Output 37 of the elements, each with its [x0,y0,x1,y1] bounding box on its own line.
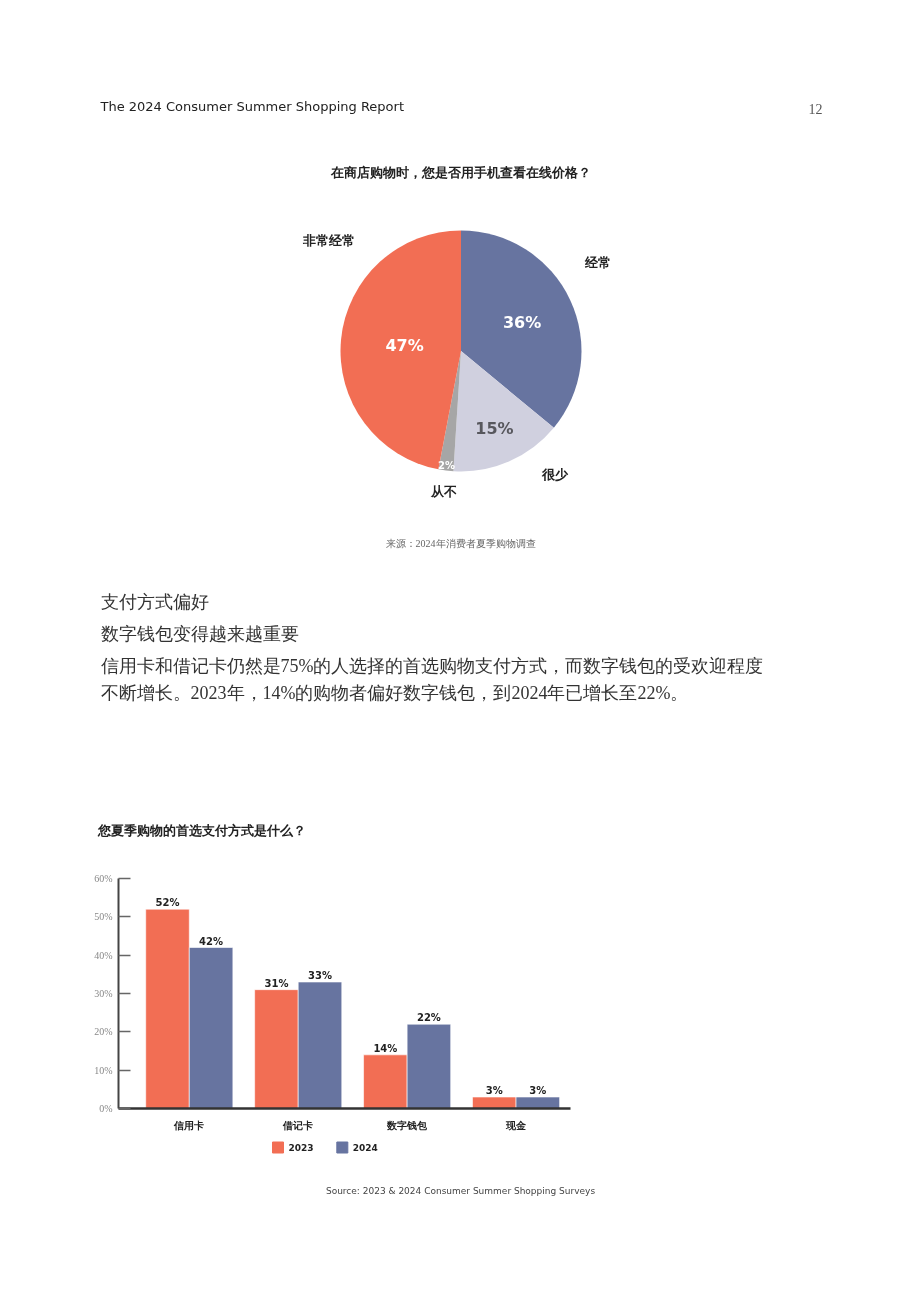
legend-label: 2023 [288,1143,314,1153]
data-label: 15% [475,418,514,438]
y-tick-label: 60% [94,873,113,884]
legend-label: 2024 [352,1143,378,1153]
text: 支付方式偏好 [100,591,209,612]
y-tick-label: 40% [94,949,113,961]
text: 信用卡和借记卡仍然是75%的人选择的首选购物支付方式，而数字钱包的受欢迎程度不断增长。2023年，14%的购物者偏好数字钱包，到2024年已增长至22%。 [100,655,764,703]
text: The 2024 Consumer Summer Shopping Report [99,99,405,114]
source-note: 来源：2024年消费者夏季购物调查 [385,538,536,549]
y-tick-label: 0% [99,1103,113,1114]
y-tick-label: 50% [94,911,113,923]
data-label: 14% [373,1042,398,1054]
data-label: 3% [485,1085,503,1096]
slice-label: 很少 [541,466,570,482]
data-label: 31% [264,977,289,989]
source-note: Source: 2023 & 2024 Consumer Summer Shopping Surveys [325,1185,596,1196]
text: 12 [808,101,823,117]
data-label: 42% [199,935,224,947]
y-tick-label: 20% [94,1026,113,1038]
data-label: 3% [529,1085,547,1096]
data-label: 22% [416,1012,441,1024]
slice-label: 非常经常 [301,233,355,249]
y-tick-label: 30% [94,988,113,999]
data-label: 47% [385,336,424,356]
data-label: 52% [155,897,180,909]
y-tick-label: 10% [94,1064,113,1076]
slice-label: 经常 [584,255,612,271]
slice-label: 从不 [429,484,457,500]
chart-title: 在商店购物时，您是否用手机查看在线价格？ [329,165,591,180]
x-tick-label: 信用卡 [173,1119,205,1131]
x-tick-label: 现金 [505,1119,528,1131]
chart-title: 您夏季购物的首选支付方式是什么？ [96,823,306,838]
x-tick-label: 数字钱包 [386,1119,429,1131]
x-tick-label: 借记卡 [282,1119,314,1131]
text: 数字钱包变得越来越重要 [100,623,299,644]
data-label: 33% [308,970,332,981]
data-label: 36% [502,312,542,332]
